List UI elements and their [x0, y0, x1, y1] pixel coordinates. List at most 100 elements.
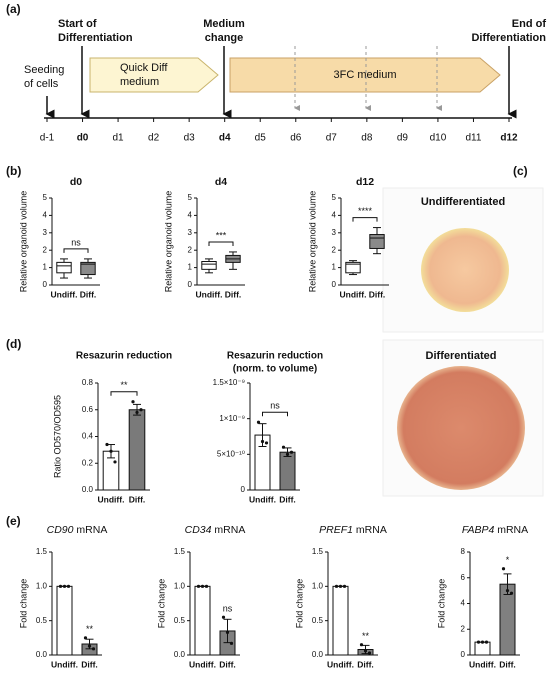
significance: ** [362, 631, 370, 641]
data-point [501, 567, 506, 571]
data-point [87, 644, 92, 648]
y-tick-label: 1.5 [36, 547, 48, 556]
x-tick-label: Undiff. [196, 289, 223, 299]
y-tick-label: 1.5×10⁻⁹ [213, 378, 245, 387]
day-label: d7 [326, 133, 338, 144]
y-tick-label: 0.0 [36, 650, 48, 659]
data-point [256, 420, 261, 424]
y-tick-label: 4 [461, 599, 466, 608]
title-text: mRNA [74, 524, 108, 536]
y-tick-label: 0.0 [174, 650, 186, 659]
y-tick-label: 0 [43, 280, 48, 289]
y-tick-label: 0 [461, 650, 466, 659]
y-tick-label: 0 [332, 280, 337, 289]
y-tick-label: 0.5 [312, 616, 324, 625]
data-point [289, 450, 294, 454]
y-tick-label: 0.0 [312, 650, 324, 659]
data-point [285, 452, 290, 456]
data-point [66, 584, 71, 588]
significance: ** [86, 624, 94, 634]
y-tick-label: 0.4 [82, 432, 94, 441]
significance-bracket [110, 391, 138, 396]
day-label: d2 [148, 133, 160, 144]
data-point [139, 408, 143, 412]
chart-title: d12 [356, 176, 374, 188]
data-point [264, 441, 269, 445]
phase-label: 3FC medium [334, 69, 397, 81]
feeding-lines [294, 46, 442, 111]
data-point [225, 630, 230, 634]
event-label: of cells [24, 78, 59, 90]
y-tick-label: 1 [43, 263, 48, 272]
y-tick-label: 8 [461, 547, 466, 556]
box [345, 261, 361, 274]
y-axis-label: Fold change [156, 579, 166, 629]
y-tick-label: 1×10⁻⁹ [219, 414, 245, 423]
bar [279, 451, 296, 491]
chart-title: Resazurin reduction [76, 351, 172, 362]
significance: *** [216, 230, 227, 240]
y-tick-label: 0.0 [82, 485, 94, 494]
y-tick-label: 0 [188, 280, 193, 289]
data-point [196, 584, 201, 588]
significance: **** [358, 206, 373, 216]
data-point [105, 442, 109, 447]
day-label: d0 [77, 133, 89, 144]
day-label: d6 [290, 133, 302, 144]
y-tick-label: 5 [43, 193, 48, 202]
data-point [260, 439, 265, 444]
phase-label: Quick Diff [120, 62, 168, 74]
data-point [342, 584, 347, 588]
y-tick-label: 4 [332, 211, 337, 220]
chart-title: CD34 mRNA [185, 524, 246, 536]
chart-title: FABP4 mRNA [462, 524, 528, 536]
x-tick-label: Diff. [81, 659, 98, 669]
chart-title: (norm. to volume) [233, 364, 317, 375]
y-axis-label: Relative organoid volume [18, 191, 28, 293]
quick-diff-arrow [89, 57, 219, 93]
significance: ns [71, 237, 81, 247]
data-point [338, 584, 343, 588]
event-label: Differentiation [58, 32, 133, 44]
data-point [83, 636, 88, 640]
y-tick-label: 4 [43, 211, 48, 220]
y-axis-label: Fold change [436, 579, 446, 629]
box [369, 234, 385, 249]
data-point [113, 460, 117, 464]
event-label: change [205, 32, 244, 44]
data-point [363, 649, 368, 653]
day-label: d3 [184, 133, 196, 144]
day-label: d12 [500, 133, 518, 144]
bar [128, 409, 146, 491]
y-tick-label: 0.2 [82, 458, 94, 467]
organoid-photo [397, 366, 525, 490]
y-tick-label: 0.8 [82, 378, 94, 387]
y-axis-label: Relative organoid volume [163, 191, 173, 293]
panel-label: (c) [513, 164, 528, 178]
data-point [229, 641, 234, 645]
x-tick-label: Undiff. [327, 659, 354, 669]
chart-title: d0 [70, 176, 82, 188]
gene-name: PREF1 [319, 524, 353, 536]
y-tick-label: 4 [188, 211, 193, 220]
panel-label: (b) [6, 164, 21, 178]
y-tick-label: 1.5 [174, 547, 186, 556]
y-tick-label: 1 [188, 263, 193, 272]
day-label: d9 [397, 133, 409, 144]
significance-bracket [63, 248, 89, 253]
title-text: mRNA [494, 524, 528, 536]
data-point [109, 449, 113, 453]
y-axis-label: Fold change [294, 579, 304, 629]
day-label: d11 [465, 133, 481, 144]
bar [194, 585, 211, 656]
y-tick-label: 0 [241, 485, 246, 494]
day-labels: d-1 d0 d1 d2 d3 d4 d5 d6 d7 d8 d9 d10 d11 d12 [40, 118, 518, 144]
bar [56, 585, 73, 656]
box [201, 261, 217, 270]
y-tick-label: 1.0 [174, 581, 186, 590]
bar [474, 641, 491, 656]
event-label: Start of [58, 18, 97, 30]
phase-label: medium [120, 76, 159, 88]
significance: ** [120, 380, 128, 390]
event-label: Seeding [24, 64, 64, 76]
